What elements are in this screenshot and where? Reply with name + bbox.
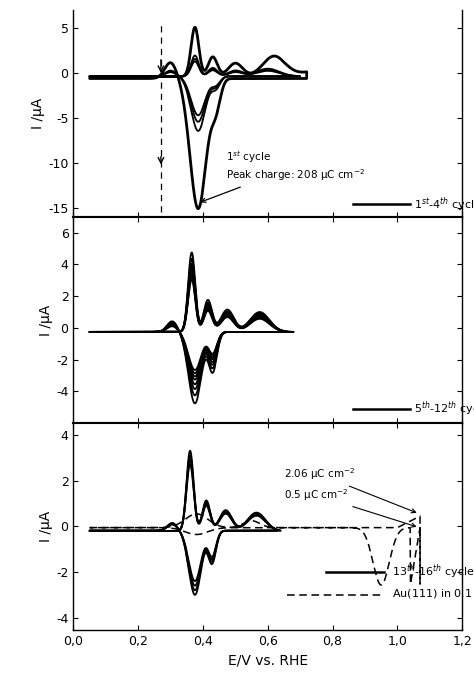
Text: 0.5 μC cm$^{-2}$: 0.5 μC cm$^{-2}$ xyxy=(284,487,416,527)
X-axis label: E/V vs. RHE: E/V vs. RHE xyxy=(228,653,308,667)
Text: 1$^{st}$-4$^{th}$ cycle: 1$^{st}$-4$^{th}$ cycle xyxy=(413,195,474,214)
Text: 13$^{th}$-16$^{th}$ cycle: 13$^{th}$-16$^{th}$ cycle xyxy=(392,563,474,581)
Y-axis label: I /μA: I /μA xyxy=(39,511,54,542)
Text: 1$^{st}$ cycle
Peak charge: 208 μC cm$^{-2}$: 1$^{st}$ cycle Peak charge: 208 μC cm$^{… xyxy=(201,150,365,202)
Text: Au(111) in 0.1 M H$_2$SO$_4$: Au(111) in 0.1 M H$_2$SO$_4$ xyxy=(392,588,474,602)
Text: 2.06 μC cm$^{-2}$: 2.06 μC cm$^{-2}$ xyxy=(284,466,416,513)
Y-axis label: I /μA: I /μA xyxy=(31,98,46,129)
Text: 5$^{th}$-12$^{th}$ cycle: 5$^{th}$-12$^{th}$ cycle xyxy=(413,400,474,418)
Y-axis label: I /μA: I /μA xyxy=(39,305,54,335)
